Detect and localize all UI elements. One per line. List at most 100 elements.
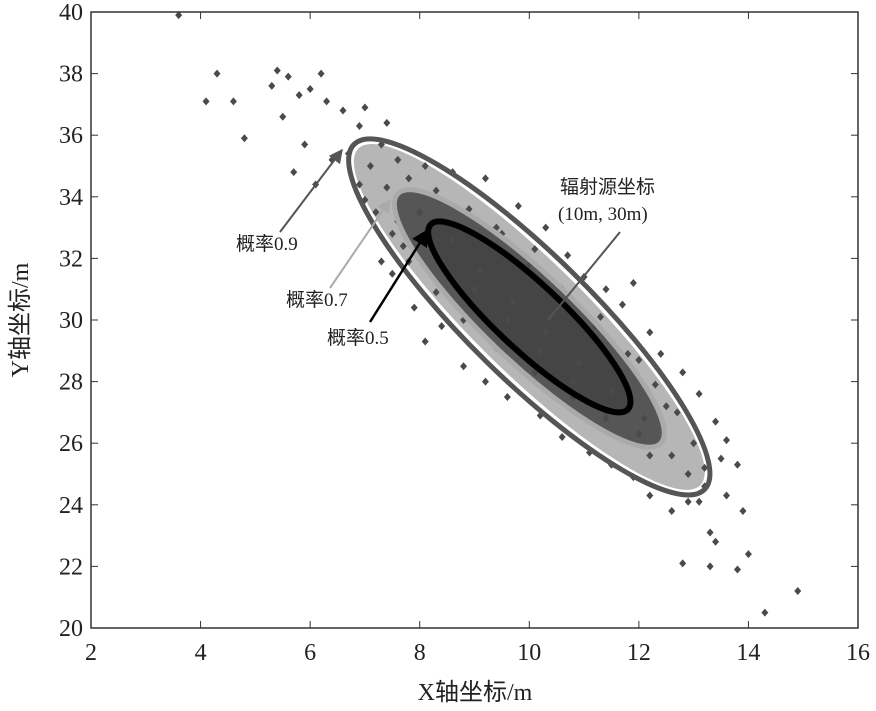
scatter-point (273, 66, 281, 75)
scatter-points (175, 11, 802, 617)
y-tick-label: 26 (59, 431, 83, 457)
y-tick-label: 28 (59, 370, 83, 396)
scatter-point (542, 223, 550, 232)
label-prob-0.7: 概率0.7 (286, 289, 348, 311)
scatter-point (690, 439, 698, 448)
scatter-point (405, 174, 413, 183)
scatter-point (646, 491, 654, 500)
scatter-point (662, 402, 670, 411)
scatter-point (355, 180, 363, 189)
x-axis-label: X轴坐标/m (418, 679, 533, 706)
scatter-point (712, 537, 720, 546)
scatter-point (503, 316, 511, 324)
scatter-point (366, 162, 374, 170)
scatter-point (739, 506, 747, 515)
scatter-point (306, 85, 314, 93)
y-tick-label: 38 (59, 62, 83, 88)
scatter-point (558, 433, 566, 442)
scatter-point (597, 312, 605, 321)
scatter-point (229, 97, 237, 106)
scatter-point (684, 497, 692, 506)
scatter-point (542, 328, 550, 337)
scatter-point (712, 417, 720, 426)
scatter-point (794, 587, 802, 596)
x-tick-label: 2 (85, 640, 97, 666)
scatter-point (646, 451, 654, 460)
scatter-point (361, 103, 369, 112)
scatter-point (602, 285, 610, 294)
y-tick-label: 22 (59, 554, 83, 580)
scatter-point (421, 337, 429, 346)
scatter-point (564, 251, 572, 260)
scatter-point (651, 380, 659, 389)
scatter-point (213, 69, 221, 78)
scatter-point (438, 322, 446, 331)
arrow-0.5 (368, 228, 430, 323)
scatter-point (695, 497, 703, 506)
y-tick-label: 40 (59, 0, 83, 26)
ellipse-prob-0.7 (391, 187, 667, 450)
scatter-point (317, 69, 325, 78)
arrow-0.9 (279, 148, 343, 233)
scatter-point (432, 186, 440, 195)
scatter-point (657, 349, 665, 358)
x-axis-ticks: 2 4 6 8 10 12 14 16 (85, 12, 870, 666)
scatter-point (284, 72, 292, 81)
x-tick-label: 16 (846, 640, 870, 666)
probability-ellipses (346, 136, 713, 498)
scatter-point (383, 118, 391, 127)
y-axis-label: Y轴坐标/m (7, 262, 34, 377)
scatter-point (668, 506, 676, 515)
x-tick-label: 12 (627, 640, 651, 666)
scatter-point (301, 140, 309, 149)
scatter-point (202, 97, 210, 106)
y-tick-label: 34 (59, 185, 83, 211)
scatter-point (723, 491, 731, 500)
scatter-point (684, 470, 692, 478)
scatter-point (240, 134, 248, 143)
scatter-point (668, 451, 676, 460)
scatter-point (733, 565, 741, 574)
y-axis-ticks: 20 22 24 26 28 30 32 34 36 38 40 (59, 0, 858, 642)
ellipse-prob-0.5 (425, 218, 634, 416)
scatter-point (383, 183, 391, 192)
scatter-point (607, 386, 615, 395)
y-tick-label: 30 (59, 308, 83, 334)
scatter-point (761, 608, 769, 617)
y-tick-label: 24 (59, 493, 83, 519)
x-tick-label: 8 (414, 640, 426, 666)
x-tick-label: 10 (517, 640, 541, 666)
scatter-point (536, 346, 544, 355)
density-fill (353, 143, 705, 490)
scatter-point (460, 362, 468, 371)
scatter-point (733, 460, 741, 469)
scatter-point (531, 245, 539, 254)
x-tick-label: 14 (736, 640, 760, 666)
scatter-point (290, 168, 298, 177)
scatter-point (476, 266, 484, 275)
y-tick-label: 32 (59, 246, 83, 272)
scatter-point (279, 112, 287, 121)
scatter-point (421, 162, 429, 170)
scatter-point (635, 356, 643, 365)
ellipse-prob-0.9 (346, 136, 713, 498)
scatter-point (449, 235, 457, 244)
scatter-point (175, 11, 183, 20)
y-tick-label: 20 (59, 616, 83, 642)
scatter-point (673, 408, 681, 417)
scatter-point (295, 91, 303, 100)
scatter-point (706, 528, 714, 537)
scatter-point (706, 562, 714, 571)
arrow-source (547, 231, 621, 321)
scatter-point (481, 377, 489, 386)
scatter-point (503, 393, 511, 401)
scatter-point (679, 559, 687, 568)
x-tick-label: 6 (304, 640, 316, 666)
scatter-point (394, 155, 402, 164)
scatter-point (377, 257, 385, 266)
scatter-point (509, 297, 517, 306)
scatter-point (635, 429, 643, 438)
scatter-point (701, 463, 709, 472)
scatter-point (717, 454, 725, 463)
scatter-point (323, 97, 331, 106)
